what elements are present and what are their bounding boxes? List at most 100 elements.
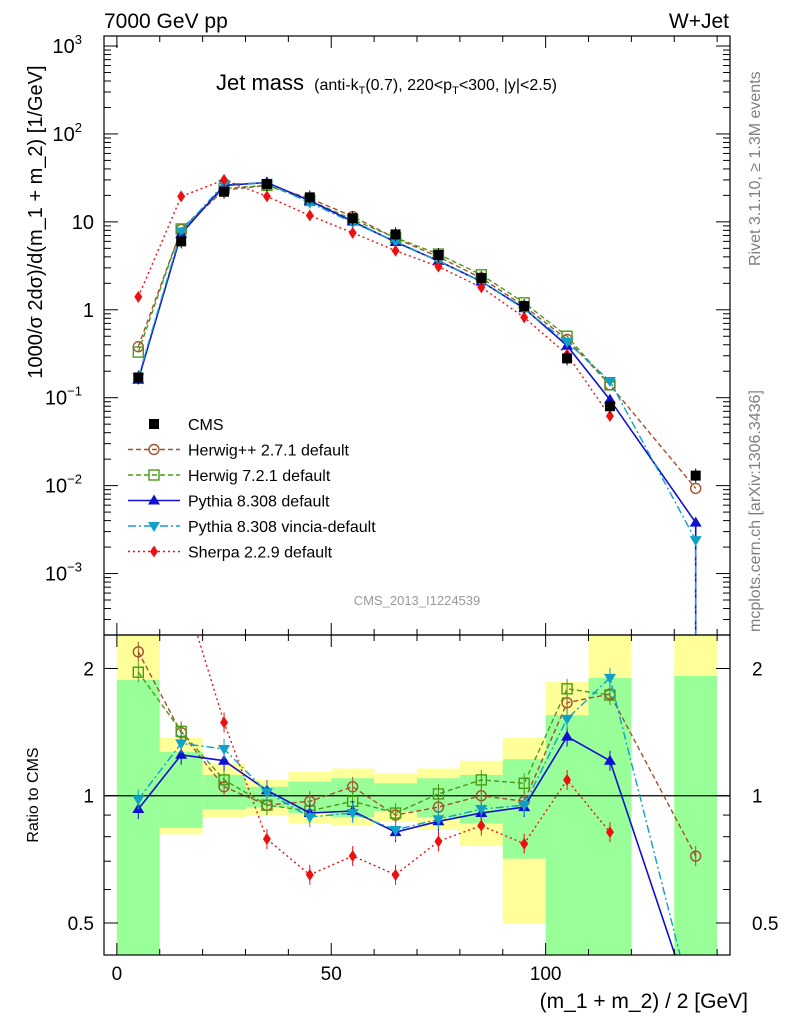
ratio-point-vincia-2 — [218, 744, 231, 755]
ratio-point-sherpa-10 — [563, 773, 572, 786]
x-tick-label-50: 50 — [321, 964, 342, 985]
legend-label-vincia: Pythia 8.308 vincia-default — [188, 519, 376, 536]
ratio-point-vincia-9 — [518, 801, 531, 812]
main-point-sherpa-8 — [477, 281, 486, 294]
main-y-tick-label: 10−2 — [45, 472, 82, 498]
legend-marker-pythia — [148, 494, 160, 505]
ratio-point-sherpa-9 — [520, 837, 529, 850]
main-y-tick-label: 10−1 — [45, 384, 82, 410]
main-point-cms-4 — [304, 192, 315, 203]
ratio-point-sherpa-8 — [477, 819, 486, 832]
ratio-point-pythia-10 — [561, 730, 574, 741]
ratio-point-herwig7-6 — [389, 807, 402, 819]
ratio-point-sherpa-4 — [305, 868, 314, 881]
band-green-12 — [674, 675, 718, 955]
ratio-point-herwig7-9 — [518, 777, 530, 790]
main-y-axis-label: 1000/σ 2dσ)/d(m_1 + m_2) [1/GeV] — [25, 65, 47, 378]
main-point-cms-10 — [562, 353, 573, 364]
main-y-tick-label: 103 — [53, 32, 82, 58]
ratio-point-pythia-11 — [603, 754, 616, 765]
legend-label-pythia: Pythia 8.308 default — [188, 494, 330, 511]
ratio-point-vincia-1 — [175, 739, 188, 750]
ratio-point-vincia-11 — [603, 673, 616, 684]
x-tick-label-0: 0 — [112, 964, 123, 985]
main-point-sherpa-11 — [605, 409, 614, 422]
main-panel-series — [132, 173, 702, 635]
ratio-point-vincia-3 — [260, 788, 273, 799]
ratio-y-tick-label-right: 2 — [752, 659, 763, 680]
main-point-sherpa-5 — [348, 226, 357, 239]
ratio-point-pythia-1 — [175, 748, 188, 759]
main-point-cms-3 — [261, 178, 272, 189]
main-y-tick-label: 102 — [53, 120, 82, 146]
ratio-line-herwig7 — [137, 671, 611, 814]
main-point-sherpa-3 — [262, 190, 271, 203]
main-y-tick-label: 10 — [72, 212, 94, 234]
ratio-point-vincia-6 — [389, 825, 402, 836]
main-y-tick-label: 10−3 — [45, 560, 82, 586]
ratio-point-sherpa-11 — [605, 826, 614, 839]
ratio-point-herwigpp-0 — [132, 646, 145, 658]
mcplots-label: mcplots.cern.ch [arXiv:1306.3436] — [747, 390, 764, 632]
ratio-point-sherpa-6 — [391, 868, 400, 881]
ratio-y-axis-label: Ratio to CMS — [25, 747, 42, 842]
main-point-pythia-11 — [603, 393, 616, 404]
title-sub: (anti-kT(0.7), 220<pT<300, |y|<2.5) — [314, 77, 557, 97]
main-point-herwigpp-12 — [689, 482, 702, 495]
main-point-vincia-11 — [603, 376, 616, 387]
ratio-panel-series — [104, 635, 730, 955]
main-line-sherpa — [137, 179, 611, 417]
main-point-vincia-1 — [175, 227, 188, 238]
legend-marker-herwigpp — [148, 443, 160, 456]
main-point-sherpa-0 — [134, 290, 143, 303]
legend-marker-sherpa — [150, 545, 158, 558]
main-point-sherpa-6 — [391, 244, 400, 257]
ratio-point-herwig7-10 — [561, 683, 573, 695]
main-y-tick-label: 1 — [83, 300, 94, 322]
main-point-sherpa-1 — [177, 190, 186, 203]
ratio-point-sherpa-2 — [220, 716, 229, 729]
ratio-point-herwig7-8 — [475, 774, 488, 786]
band-green-11 — [588, 677, 632, 955]
main-point-cms-9 — [519, 301, 530, 312]
ratio-y-tick-label-right: 1 — [752, 787, 763, 808]
ratio-point-herwig7-0 — [132, 666, 145, 678]
main-point-sherpa-4 — [305, 209, 314, 222]
ratio-point-sherpa-7 — [434, 835, 443, 848]
ratio-point-sherpa-3 — [262, 833, 271, 846]
ratio-uncertainty-bands — [116, 635, 718, 955]
ratio-point-vincia-0 — [132, 795, 145, 806]
ratio-y-tick-label-left: 0.5 — [68, 914, 94, 935]
legend-label-herwig7: Herwig 7.2.1 default — [188, 468, 331, 485]
band-green-10 — [545, 715, 589, 955]
main-point-sherpa-7 — [434, 260, 443, 273]
legend-label-cms: CMS — [188, 417, 224, 434]
legend-marker-herwig7 — [148, 469, 160, 481]
ratio-point-vincia-5 — [346, 809, 359, 820]
main-point-vincia-12 — [689, 536, 702, 547]
main-line-herwig7 — [137, 184, 611, 386]
x-axis-label: (m_1 + m_2) / 2 [GeV] — [540, 990, 748, 1013]
header-left: 7000 GeV pp — [104, 10, 228, 33]
axes: 0 50 100 10−3 10−2 10−1 1 10 102 103 0.5 0.5 1 1 2 2 — [45, 32, 779, 985]
legend-marker-cms — [149, 419, 159, 429]
main-point-sherpa-2 — [220, 173, 229, 186]
ratio-point-vincia-4 — [303, 813, 316, 824]
ratio-point-herwig7-2 — [218, 774, 230, 786]
ratio-y-tick-label-left: 1 — [83, 787, 94, 808]
main-point-vincia-10 — [561, 338, 574, 349]
title-main: Jet mass — [216, 70, 304, 95]
main-point-cms-11 — [604, 401, 615, 412]
ratio-line-sherpa — [196, 635, 611, 876]
main-point-cms-7 — [433, 249, 444, 260]
x-tick-label-100: 100 — [530, 964, 562, 985]
ratio-point-sherpa-5 — [348, 850, 357, 863]
plot-title: Jet mass (anti-kT(0.7), 220<pT<300, |y|<… — [216, 70, 557, 97]
ratio-point-herwig7-7 — [432, 788, 445, 800]
main-point-sherpa-9 — [520, 311, 529, 324]
rivet-version-label: Rivet 3.1.10, ≥ 1.3M events — [747, 71, 764, 266]
main-point-cms-1 — [176, 236, 187, 247]
ratio-point-vincia-10 — [561, 714, 574, 725]
ratio-point-vincia-7 — [432, 815, 445, 826]
